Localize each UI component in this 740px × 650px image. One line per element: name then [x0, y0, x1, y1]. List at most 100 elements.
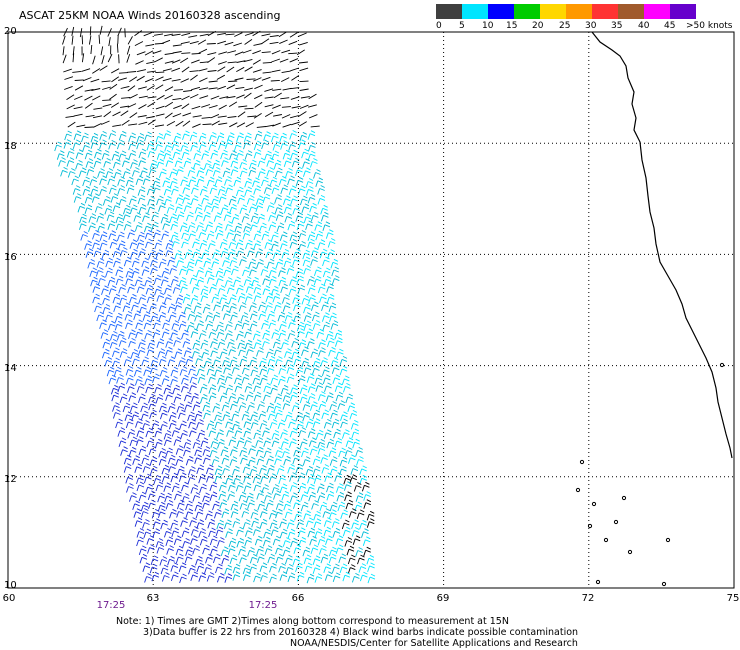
wind-barb [244, 339, 253, 350]
wind-barb [281, 490, 290, 501]
wind-barb [201, 150, 209, 160]
wind-barb [280, 140, 288, 150]
wind-barb [130, 248, 138, 259]
wind-barb [280, 384, 289, 395]
lon-label-72: 72 [581, 593, 595, 604]
wind-barb [109, 330, 118, 341]
wind-barb [328, 509, 337, 519]
wind-barb [249, 553, 258, 564]
wind-barb [148, 249, 157, 260]
wind-barb [326, 283, 334, 293]
wind-barb [264, 88, 274, 92]
wind-barb [282, 149, 291, 160]
wind-barb [158, 355, 167, 366]
wind-barb [73, 113, 83, 117]
wind-barb [154, 57, 163, 63]
wind-barb [66, 148, 75, 158]
wind-barb [141, 257, 150, 268]
wind-barb [143, 222, 152, 233]
wind-barb [243, 87, 253, 91]
wind-barb [105, 267, 113, 278]
wind-barb [94, 203, 103, 213]
wind-barb [288, 285, 297, 296]
wind-barb [243, 92, 252, 99]
wind-barb [303, 510, 311, 520]
wind-barb [132, 500, 140, 510]
wind-barb [157, 348, 166, 358]
wind-barb [220, 446, 229, 456]
wind-barb [169, 508, 177, 519]
wind-barb [226, 66, 235, 73]
wind-barb [225, 384, 234, 395]
wind-barb [266, 455, 274, 466]
wind-barb [101, 348, 110, 359]
wind-barb [259, 374, 268, 385]
wind-barb [292, 454, 301, 465]
wind-barb [274, 455, 282, 465]
wind-barb [340, 418, 348, 429]
wind-barb [151, 211, 159, 222]
wind-barb [222, 356, 230, 367]
wind-barb [118, 72, 129, 74]
wind-barb [128, 140, 136, 151]
wind-barb [90, 132, 99, 143]
wind-barb [268, 509, 277, 520]
wind-barb [236, 122, 246, 128]
wind-barb [299, 104, 309, 109]
wind-barb [182, 293, 191, 304]
wind-barb [101, 120, 110, 125]
wind-barb [270, 79, 280, 82]
wind-barb [164, 112, 173, 119]
wind-barb [110, 384, 119, 395]
wind-barb [262, 427, 270, 437]
coastline [575, 31, 733, 587]
swatch-9 [670, 4, 696, 19]
wind-barb [134, 517, 143, 527]
wind-barb [155, 393, 164, 404]
wind-barb [209, 545, 218, 556]
wind-barb [335, 483, 344, 493]
wind-barb [269, 419, 278, 429]
wind-barb [89, 176, 98, 186]
wind-barb [171, 59, 181, 64]
wind-barb [126, 45, 131, 55]
wind-barb [228, 80, 238, 82]
wind-barb [199, 185, 208, 196]
wind-barb [366, 554, 375, 565]
wind-barb [291, 75, 300, 81]
wind-barb [289, 231, 298, 242]
wind-barb [293, 312, 301, 323]
wind-barb [212, 500, 220, 511]
wind-barb [271, 329, 280, 339]
wind-barb [310, 211, 319, 222]
wind-barb [294, 510, 302, 521]
wind-barb [141, 356, 149, 367]
wind-barb [136, 139, 144, 150]
wind-barb [149, 456, 158, 466]
wind-barb [165, 247, 173, 257]
wind-barb [249, 356, 257, 367]
wind-barb [288, 418, 296, 429]
wind-barb [96, 212, 104, 223]
wind-barb [265, 124, 275, 128]
wind-barb [302, 411, 310, 422]
wind-barb [345, 437, 354, 447]
wind-barb [196, 365, 205, 376]
wind-barb [214, 472, 223, 483]
wind-barb [339, 365, 348, 376]
wind-barb [262, 275, 270, 285]
wind-barb [342, 526, 351, 537]
wind-barb [137, 346, 146, 357]
wind-barb [138, 104, 147, 110]
wind-barb [133, 212, 142, 222]
wind-barb [244, 66, 253, 72]
wind-barb [305, 465, 314, 476]
wind-barb [136, 75, 145, 82]
wind-barb [265, 292, 274, 303]
wind-barb [307, 483, 315, 494]
wind-barb [302, 158, 310, 168]
wind-barb [164, 195, 172, 206]
wind-barb [250, 212, 259, 223]
wind-barb [273, 402, 282, 413]
wind-barb [339, 355, 348, 366]
